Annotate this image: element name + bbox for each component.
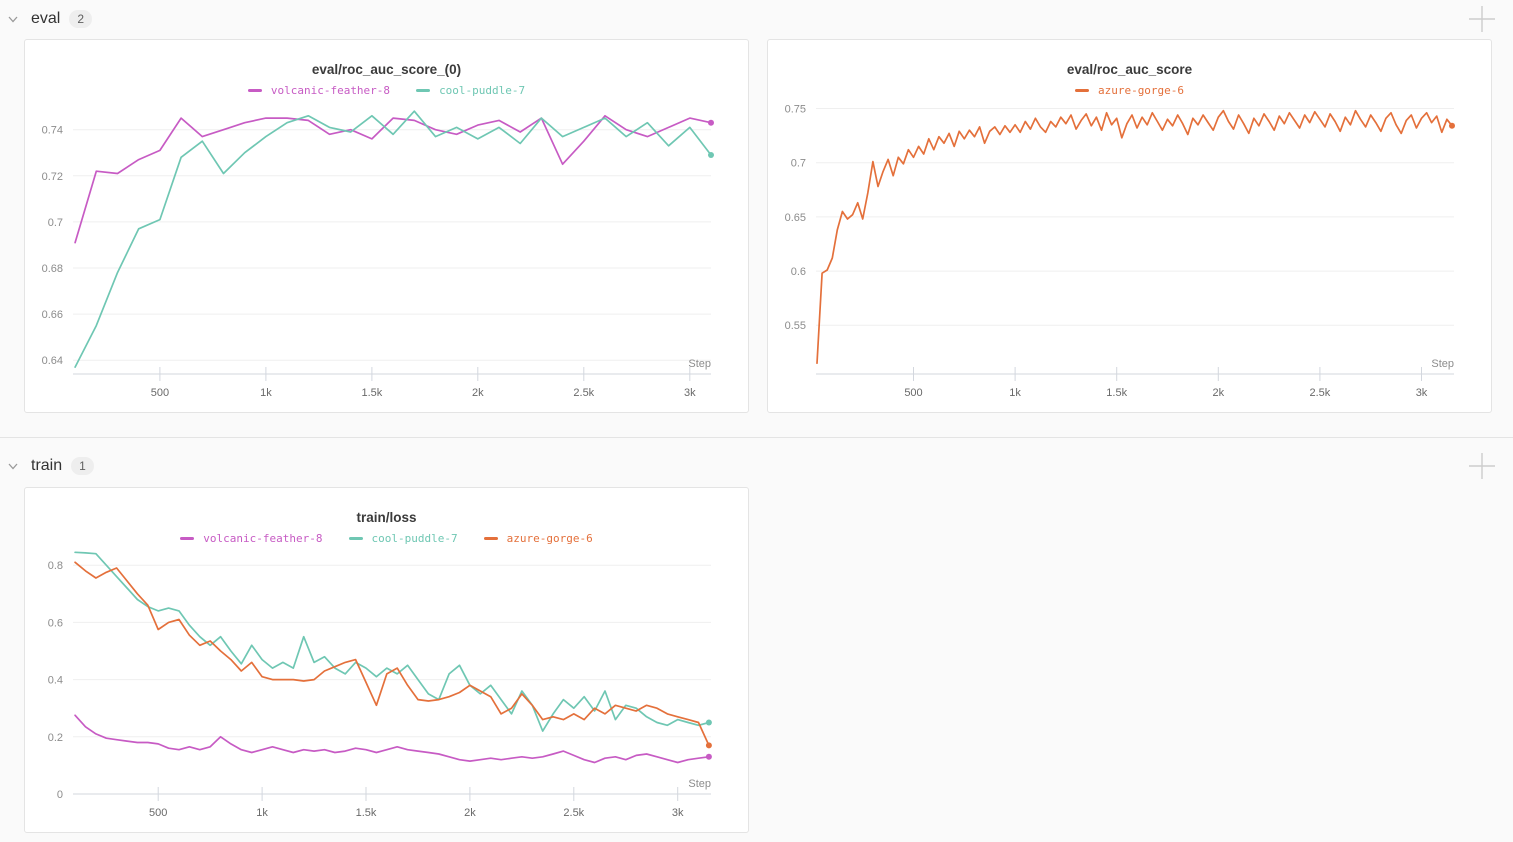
svg-text:0.7: 0.7 <box>791 158 806 170</box>
svg-text:Step: Step <box>1431 358 1454 370</box>
svg-text:3k: 3k <box>672 807 684 819</box>
legend-run-name: azure-gorge-6 <box>506 532 593 545</box>
svg-text:Step: Step <box>688 778 711 790</box>
svg-text:0.2: 0.2 <box>48 732 63 744</box>
svg-text:3k: 3k <box>684 387 696 399</box>
legend-swatch-icon <box>483 537 498 540</box>
legend-item[interactable]: volcanic-feather-8 <box>180 532 323 545</box>
chart-legend: volcanic-feather-8 cool-puddle-7 <box>25 84 748 97</box>
svg-text:0.64: 0.64 <box>42 355 63 367</box>
chart-title: eval/roc_auc_score_(0) <box>311 62 462 77</box>
legend-swatch-icon <box>416 89 431 92</box>
plus-icon[interactable] <box>1467 451 1497 481</box>
svg-text:0.72: 0.72 <box>42 171 63 183</box>
svg-text:0.6: 0.6 <box>791 266 806 278</box>
legend-swatch-icon <box>348 537 363 540</box>
svg-text:Step: Step <box>688 358 711 370</box>
svg-text:0.7: 0.7 <box>48 217 63 229</box>
section-header-eval: eval 2 <box>0 0 1513 38</box>
svg-text:500: 500 <box>904 387 922 399</box>
legend-item[interactable]: azure-gorge-6 <box>1074 84 1185 97</box>
legend-run-name: volcanic-feather-8 <box>203 532 323 545</box>
svg-text:0.74: 0.74 <box>42 125 63 137</box>
svg-text:2k: 2k <box>464 807 476 819</box>
svg-text:0.4: 0.4 <box>48 675 63 687</box>
svg-text:2k: 2k <box>1212 387 1224 399</box>
svg-text:2.5k: 2.5k <box>573 387 594 399</box>
svg-text:500: 500 <box>151 387 169 399</box>
section-header-train: train 1 <box>0 438 1513 486</box>
panel-count-badge: 1 <box>71 457 94 475</box>
svg-text:1k: 1k <box>260 387 272 399</box>
svg-text:2.5k: 2.5k <box>563 807 584 819</box>
chart-panel-eval-roc-auc-score[interactable]: 0.55 0.6 0.65 0.7 0.75 500 1k 1.5k 2k 2.5k 3k Step … <box>767 39 1492 413</box>
svg-text:0.8: 0.8 <box>48 560 63 572</box>
line-chart[interactable]: 0 0.2 0.4 0.6 0.8 500 1k 1.5k 2k 2.5k 3k Step <box>25 488 748 832</box>
line-chart[interactable]: 0.55 0.6 0.65 0.7 0.75 500 1k 1.5k 2k 2.5k 3k Step <box>768 40 1491 412</box>
svg-text:1.5k: 1.5k <box>356 807 377 819</box>
line-chart[interactable]: 0.64 0.66 0.68 0.7 0.72 0.74 500 1k 1.5k 2k 2.5k 3k… <box>25 40 748 412</box>
legend-item[interactable]: cool-puddle-7 <box>416 84 525 97</box>
plus-icon[interactable] <box>1467 4 1497 34</box>
chart-title: eval/roc_auc_score <box>1066 62 1193 77</box>
svg-text:2.5k: 2.5k <box>1310 387 1331 399</box>
chart-panel-eval-roc-auc-score-0[interactable]: 0.64 0.66 0.68 0.7 0.72 0.74 500 1k 1.5k 2k 2.5k 3k… <box>24 39 749 413</box>
legend-run-name: cool-puddle-7 <box>371 532 458 545</box>
section-title-eval[interactable]: eval <box>31 10 61 27</box>
legend-item[interactable]: cool-puddle-7 <box>348 532 458 545</box>
svg-text:0.66: 0.66 <box>42 309 63 321</box>
svg-text:0.65: 0.65 <box>785 212 806 224</box>
section-divider <box>0 437 1513 438</box>
svg-text:0.55: 0.55 <box>785 320 806 332</box>
svg-text:1k: 1k <box>1009 387 1021 399</box>
svg-text:3k: 3k <box>1416 387 1428 399</box>
svg-text:1.5k: 1.5k <box>362 387 383 399</box>
chart-legend: volcanic-feather-8 cool-puddle-7 azure-gor… <box>25 532 748 545</box>
panels-row: 0.64 0.66 0.68 0.7 0.72 0.74 500 1k 1.5k 2k 2.5k 3k… <box>0 38 1513 437</box>
legend-swatch-icon <box>180 537 195 540</box>
section-eval: eval 2 0.64 0.66 0.68 0.7 0.72 0.74 500 1k 1.5k 2… <box>0 0 1513 437</box>
legend-run-name: cool-puddle-7 <box>439 84 526 97</box>
svg-text:1k: 1k <box>256 807 268 819</box>
panel-count-badge: 2 <box>69 10 93 28</box>
chevron-down-icon[interactable] <box>4 457 22 475</box>
section-title-train[interactable]: train <box>31 457 63 474</box>
svg-text:0.6: 0.6 <box>48 617 63 629</box>
chevron-down-icon[interactable] <box>4 10 22 28</box>
legend-swatch-icon <box>247 89 262 92</box>
svg-text:0.75: 0.75 <box>785 104 806 116</box>
legend-run-name: volcanic-feather-8 <box>270 84 391 97</box>
legend-run-name: azure-gorge-6 <box>1097 84 1185 97</box>
panels-row: 0 0.2 0.4 0.6 0.8 500 1k 1.5k 2k 2.5k 3k Step train… <box>0 486 1513 842</box>
section-train: train 1 0 0.2 0.4 0.6 0.8 500 1k 1.5k 2k 2.5k 3k St… <box>0 438 1513 842</box>
svg-text:0: 0 <box>57 789 63 801</box>
svg-text:0.68: 0.68 <box>42 263 63 275</box>
chart-legend: azure-gorge-6 <box>768 84 1491 97</box>
legend-item[interactable]: azure-gorge-6 <box>483 532 593 545</box>
legend-item[interactable]: volcanic-feather-8 <box>247 84 391 97</box>
svg-text:500: 500 <box>149 807 167 819</box>
svg-text:2k: 2k <box>472 387 484 399</box>
chart-title: train/loss <box>356 510 417 525</box>
legend-swatch-icon <box>1074 89 1089 92</box>
svg-text:1.5k: 1.5k <box>1106 387 1127 399</box>
chart-panel-train-loss[interactable]: 0 0.2 0.4 0.6 0.8 500 1k 1.5k 2k 2.5k 3k Step train… <box>24 487 749 833</box>
